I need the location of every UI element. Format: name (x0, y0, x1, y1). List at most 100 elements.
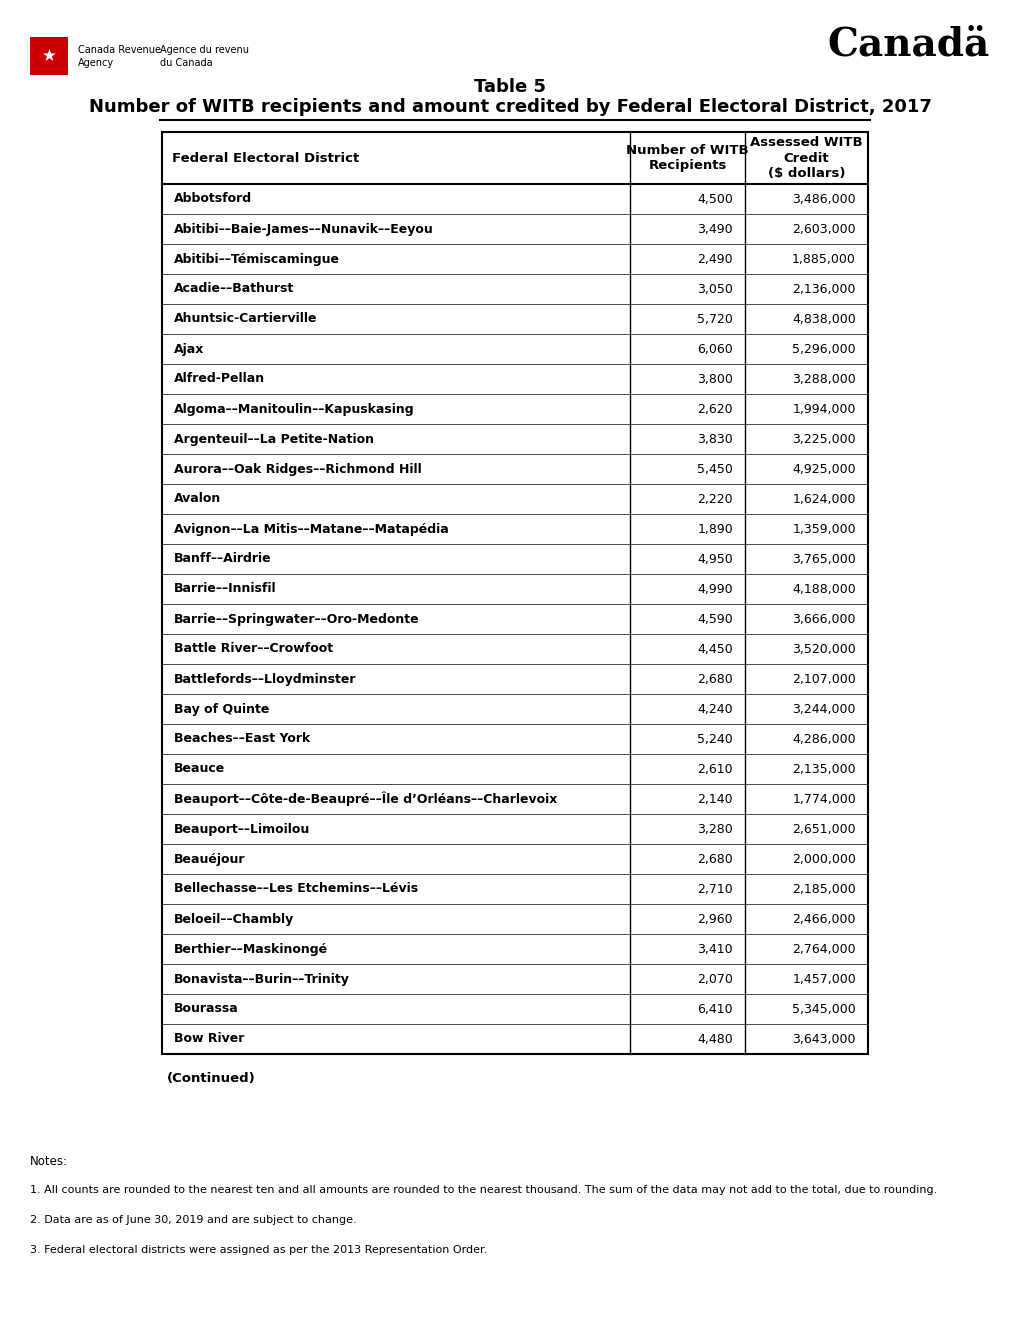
Text: 2,140: 2,140 (697, 792, 733, 805)
Text: 4,480: 4,480 (697, 1032, 733, 1045)
Text: 3,244,000: 3,244,000 (792, 702, 855, 715)
Text: Bonavista––Burin––Trinity: Bonavista––Burin––Trinity (174, 973, 350, 986)
Text: Beauce: Beauce (174, 763, 225, 776)
Text: Beauport––Côte-de-Beaupré––Île d’Orléans––Charlevoix: Beauport––Côte-de-Beaupré––Île d’Orléans… (174, 792, 556, 807)
Text: 4,450: 4,450 (697, 643, 733, 656)
Text: Abitibi––Témiscamingue: Abitibi––Témiscamingue (174, 252, 339, 265)
Text: Barrie––Springwater––Oro-Medonte: Barrie––Springwater––Oro-Medonte (174, 612, 419, 626)
Text: 3,520,000: 3,520,000 (792, 643, 855, 656)
Text: Avignon––La Mitis––Matane––Matapédia: Avignon––La Mitis––Matane––Matapédia (174, 523, 448, 536)
Text: 5,450: 5,450 (696, 462, 733, 475)
Text: 2,135,000: 2,135,000 (792, 763, 855, 776)
Text: 4,950: 4,950 (697, 553, 733, 565)
Text: Bay of Quinte: Bay of Quinte (174, 702, 269, 715)
Text: Canada Revenue
Agency: Canada Revenue Agency (77, 45, 161, 69)
Text: 2,466,000: 2,466,000 (792, 912, 855, 925)
Text: 3,280: 3,280 (697, 822, 733, 836)
Text: 1,624,000: 1,624,000 (792, 492, 855, 506)
Text: 3,800: 3,800 (696, 372, 733, 385)
Text: 2,107,000: 2,107,000 (792, 672, 855, 685)
Text: 2,603,000: 2,603,000 (792, 223, 855, 235)
Text: 3,643,000: 3,643,000 (792, 1032, 855, 1045)
Bar (162, 132, 867, 1053)
Text: Ahuntsic-Cartierville: Ahuntsic-Cartierville (174, 313, 317, 326)
Text: 4,500: 4,500 (696, 193, 733, 206)
Text: Argenteuil––La Petite-Nation: Argenteuil––La Petite-Nation (174, 433, 374, 446)
Text: Berthier––Maskinongé: Berthier––Maskinongé (174, 942, 328, 956)
Text: Battlefords––Lloydminster: Battlefords––Lloydminster (174, 672, 357, 685)
Text: 1,457,000: 1,457,000 (792, 973, 855, 986)
Text: Canadä: Canadä (827, 25, 989, 63)
Text: Bellechasse––Les Etchemins––Lévis: Bellechasse––Les Etchemins––Lévis (174, 883, 418, 895)
Text: 4,240: 4,240 (697, 702, 733, 715)
Text: 1,359,000: 1,359,000 (792, 523, 855, 536)
Text: 1. All counts are rounded to the nearest ten and all amounts are rounded to the : 1. All counts are rounded to the nearest… (30, 1185, 936, 1195)
Text: 3,486,000: 3,486,000 (792, 193, 855, 206)
Text: 4,838,000: 4,838,000 (792, 313, 855, 326)
Text: 2,680: 2,680 (697, 853, 733, 866)
Text: Abbotsford: Abbotsford (174, 193, 252, 206)
Text: 2,710: 2,710 (697, 883, 733, 895)
Text: 3,830: 3,830 (697, 433, 733, 446)
Text: 1,774,000: 1,774,000 (792, 792, 855, 805)
Text: Federal Electoral District: Federal Electoral District (172, 152, 359, 165)
Bar (30, 37, 68, 75)
Text: 5,345,000: 5,345,000 (792, 1002, 855, 1015)
Text: 3,050: 3,050 (696, 282, 733, 296)
Text: Number of WITB
Recipients: Number of WITB Recipients (626, 144, 748, 172)
Text: Ajax: Ajax (174, 342, 204, 355)
Text: Barrie––Innisfil: Barrie––Innisfil (174, 582, 276, 595)
Text: 1,885,000: 1,885,000 (792, 252, 855, 265)
Text: 2,960: 2,960 (697, 912, 733, 925)
Text: 2,070: 2,070 (696, 973, 733, 986)
Text: 3,666,000: 3,666,000 (792, 612, 855, 626)
Text: 4,990: 4,990 (697, 582, 733, 595)
Text: 5,296,000: 5,296,000 (792, 342, 855, 355)
Text: 2,185,000: 2,185,000 (792, 883, 855, 895)
Text: 2,610: 2,610 (697, 763, 733, 776)
Text: 2,620: 2,620 (697, 403, 733, 416)
Text: 4,188,000: 4,188,000 (792, 582, 855, 595)
Text: 3,410: 3,410 (697, 942, 733, 956)
Text: 4,590: 4,590 (697, 612, 733, 626)
Text: 2,490: 2,490 (697, 252, 733, 265)
Text: 1,890: 1,890 (697, 523, 733, 536)
Text: Table 5: Table 5 (474, 78, 545, 96)
Text: Assessed WITB
Credit
($ dollars): Assessed WITB Credit ($ dollars) (749, 136, 862, 180)
Text: Battle River––Crowfoot: Battle River––Crowfoot (174, 643, 333, 656)
Text: Avalon: Avalon (174, 492, 221, 506)
Text: 4,925,000: 4,925,000 (792, 462, 855, 475)
Text: Agence du revenu
du Canada: Agence du revenu du Canada (160, 45, 249, 69)
Text: Beloeil––Chambly: Beloeil––Chambly (174, 912, 293, 925)
Text: 1,994,000: 1,994,000 (792, 403, 855, 416)
Text: 6,410: 6,410 (697, 1002, 733, 1015)
Text: Banff––Airdrie: Banff––Airdrie (174, 553, 271, 565)
Text: Alfred-Pellan: Alfred-Pellan (174, 372, 265, 385)
Text: Bourassa: Bourassa (174, 1002, 238, 1015)
Text: 2,680: 2,680 (697, 672, 733, 685)
Text: Abitibi––Baie-James––Nunavik––Eeyou: Abitibi––Baie-James––Nunavik––Eeyou (174, 223, 433, 235)
Text: Beauport––Limoilou: Beauport––Limoilou (174, 822, 310, 836)
Text: 2,136,000: 2,136,000 (792, 282, 855, 296)
Text: 3,765,000: 3,765,000 (792, 553, 855, 565)
Text: 2,220: 2,220 (697, 492, 733, 506)
Text: 2,000,000: 2,000,000 (792, 853, 855, 866)
Text: 2,764,000: 2,764,000 (792, 942, 855, 956)
Text: 3,288,000: 3,288,000 (792, 372, 855, 385)
Text: Algoma––Manitoulin––Kapuskasing: Algoma––Manitoulin––Kapuskasing (174, 403, 414, 416)
Text: 5,240: 5,240 (697, 733, 733, 746)
Text: Notes:: Notes: (30, 1155, 68, 1168)
Text: 2,651,000: 2,651,000 (792, 822, 855, 836)
Text: (Continued): (Continued) (167, 1072, 256, 1085)
Text: Number of WITB recipients and amount credited by Federal Electoral District, 201: Number of WITB recipients and amount cre… (89, 98, 930, 116)
Text: Bow River: Bow River (174, 1032, 245, 1045)
Text: 6,060: 6,060 (697, 342, 733, 355)
Text: Acadie––Bathurst: Acadie––Bathurst (174, 282, 293, 296)
Text: Beauéjour: Beauéjour (174, 853, 246, 866)
Text: Beaches––East York: Beaches––East York (174, 733, 310, 746)
Text: Aurora––Oak Ridges––Richmond Hill: Aurora––Oak Ridges––Richmond Hill (174, 462, 421, 475)
Text: 3,225,000: 3,225,000 (792, 433, 855, 446)
Text: 2. Data are as of June 30, 2019 and are subject to change.: 2. Data are as of June 30, 2019 and are … (30, 1214, 357, 1225)
Text: ★: ★ (42, 48, 56, 65)
Text: 3,490: 3,490 (697, 223, 733, 235)
